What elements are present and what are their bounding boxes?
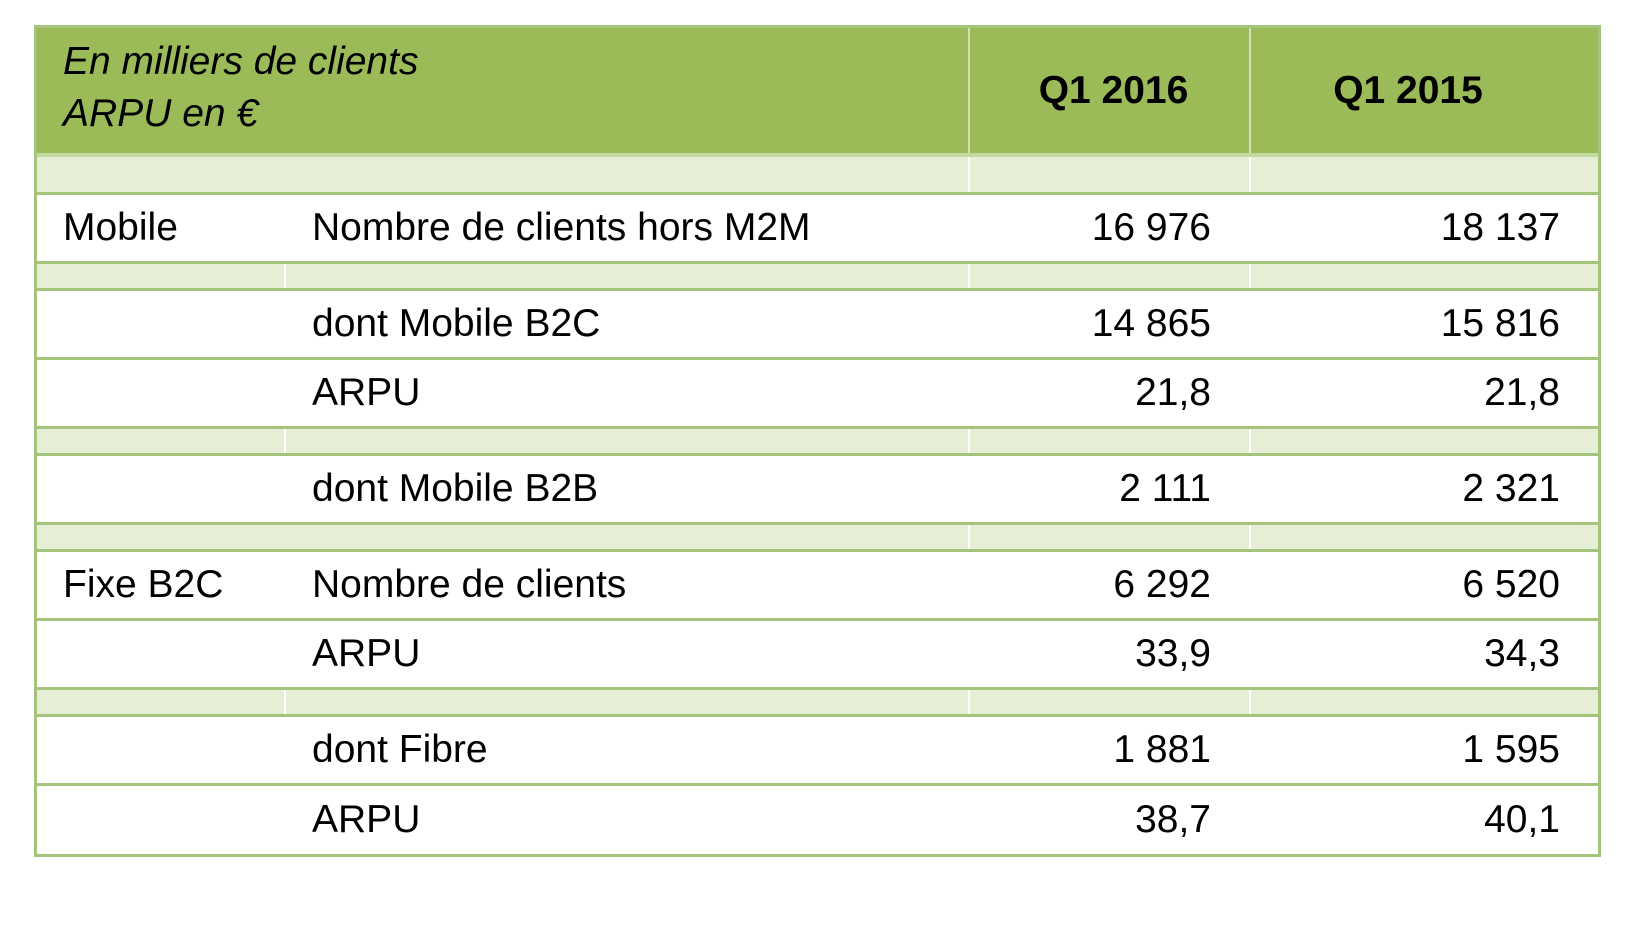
row-label: dont Mobile B2B	[312, 467, 599, 510]
caption-line-1: En milliers de clients	[63, 40, 419, 83]
column-divider	[968, 28, 970, 153]
value-q1-2016: 2 111	[1119, 467, 1211, 510]
caption-line-2: ARPU en €	[63, 92, 259, 135]
value-q1-2016: 1 881	[1113, 728, 1211, 771]
spacer-row	[37, 157, 1598, 195]
value-q1-2015: 34,3	[1484, 632, 1560, 675]
column-divider	[284, 690, 286, 714]
spacer-row	[37, 429, 1598, 456]
table-row: ARPU 21,8 21,8	[37, 360, 1598, 429]
table-row: Mobile Nombre de clients hors M2M 16 976…	[37, 195, 1598, 264]
row-label: Nombre de clients hors M2M	[312, 206, 811, 249]
row-label: ARPU	[312, 632, 421, 675]
table-header: En milliers de clients ARPU en € Q1 2016…	[37, 28, 1598, 157]
table-caption: En milliers de clients ARPU en €	[63, 36, 418, 140]
data-table: En milliers de clients ARPU en € Q1 2016…	[34, 25, 1601, 857]
value-q1-2016: 38,7	[1135, 798, 1211, 841]
value-q1-2015: 1 595	[1462, 728, 1560, 771]
column-divider	[1249, 28, 1251, 153]
column-divider	[1249, 157, 1251, 192]
column-divider	[1249, 690, 1251, 714]
row-category: Mobile	[63, 206, 178, 249]
column-divider	[968, 690, 970, 714]
table-row: dont Mobile B2C 14 865 15 816	[37, 291, 1598, 360]
spacer-row	[37, 264, 1598, 291]
row-label: ARPU	[312, 798, 421, 841]
value-q1-2015: 21,8	[1484, 371, 1560, 414]
value-q1-2015: 40,1	[1484, 798, 1560, 841]
column-divider	[284, 264, 286, 288]
row-category: Fixe B2C	[63, 563, 224, 606]
spacer-row	[37, 690, 1598, 717]
value-q1-2016: 33,9	[1135, 632, 1211, 675]
table-row: ARPU 38,7 40,1	[37, 786, 1598, 854]
column-divider	[284, 429, 286, 453]
value-q1-2016: 6 292	[1113, 563, 1211, 606]
value-q1-2015: 18 137	[1440, 206, 1560, 249]
value-q1-2015: 2 321	[1462, 467, 1560, 510]
column-divider	[1249, 525, 1251, 549]
table-row: dont Fibre 1 881 1 595	[37, 717, 1598, 786]
column-header-q1-2016: Q1 2016	[1038, 68, 1189, 112]
table-row: ARPU 33,9 34,3	[37, 621, 1598, 690]
row-label: ARPU	[312, 371, 421, 414]
column-divider	[968, 429, 970, 453]
column-divider	[968, 157, 970, 192]
spacer-row	[37, 525, 1598, 552]
column-divider	[1249, 264, 1251, 288]
value-q1-2015: 6 520	[1462, 563, 1560, 606]
column-header-q1-2015: Q1 2015	[1333, 68, 1483, 112]
value-q1-2016: 16 976	[1091, 206, 1211, 249]
row-label: dont Fibre	[312, 728, 488, 771]
value-q1-2016: 21,8	[1135, 371, 1211, 414]
column-divider	[968, 525, 970, 549]
column-divider	[968, 264, 970, 288]
table-row: Fixe B2C Nombre de clients 6 292 6 520	[37, 552, 1598, 621]
table-row: dont Mobile B2B 2 111 2 321	[37, 456, 1598, 525]
value-q1-2016: 14 865	[1091, 302, 1211, 345]
column-divider	[1249, 429, 1251, 453]
row-label: Nombre de clients	[312, 563, 627, 606]
value-q1-2015: 15 816	[1440, 302, 1560, 345]
row-label: dont Mobile B2C	[312, 302, 601, 345]
